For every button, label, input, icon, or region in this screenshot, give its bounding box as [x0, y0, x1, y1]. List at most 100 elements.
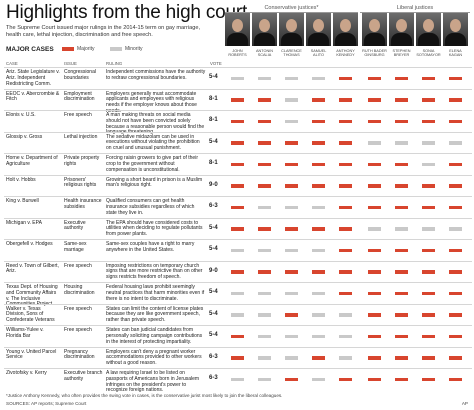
legend-swatch	[62, 47, 74, 51]
vote-mark	[312, 76, 325, 80]
vote-mark	[422, 76, 435, 80]
vote-mark	[449, 119, 462, 123]
case-row: Obergefell v. Hodges Same-sex marriage Sam…	[4, 239, 472, 261]
vote-mark	[339, 227, 352, 231]
vote-mark	[368, 248, 381, 252]
case-row: Young v. United Parcel Service Pregnancy …	[4, 346, 472, 369]
vote-mark	[449, 248, 462, 252]
vote-mark	[258, 205, 271, 209]
vote-mark	[368, 313, 381, 317]
justice-photo	[252, 13, 277, 46]
vote-mark	[231, 162, 244, 166]
case-name: Ariz. State Legislature v. Ariz. Indepen…	[6, 69, 60, 87]
case-issue: Prisoners' religious rights	[64, 176, 97, 189]
case-vote: 6-3	[209, 203, 218, 209]
vote-mark	[449, 76, 462, 80]
photo-robe	[364, 33, 385, 46]
vote-mark	[449, 162, 462, 166]
vote-mark	[231, 291, 244, 295]
vote-mark	[368, 205, 381, 209]
vote-mark	[339, 248, 352, 252]
vote-mark	[231, 98, 244, 102]
vote-mark	[285, 98, 298, 102]
vote-mark	[285, 248, 298, 252]
vote-mark	[449, 377, 462, 381]
vote-mark	[312, 205, 325, 209]
case-vote: 8-1	[209, 160, 218, 166]
photo-robe	[335, 33, 356, 46]
case-row: EEOC v. Abercrombie & Fitch Employment di…	[4, 88, 472, 114]
case-vote: 5-4	[209, 310, 218, 317]
case-ruling: Same-sex couples have a right to marry a…	[106, 241, 195, 253]
case-ruling: Employers can't deny a pregnant worker a…	[106, 348, 202, 367]
vote-mark	[339, 356, 352, 360]
vote-mark	[395, 334, 408, 338]
vote-mark	[285, 119, 298, 123]
case-ruling: The EPA should have considered costs to …	[106, 219, 203, 238]
case-issue: Same-sex marriage	[64, 241, 87, 253]
case-issue: Lethal injection	[64, 133, 98, 140]
photo-head	[396, 19, 407, 32]
vote-mark	[231, 76, 244, 80]
vote-mark	[449, 334, 462, 338]
case-name: Walker v. Texas Division, Sons of Confed…	[6, 305, 55, 324]
case-vote: 5-4	[209, 246, 218, 252]
vote-mark	[368, 291, 381, 295]
case-issue: Executive authority	[64, 219, 86, 232]
case-issue: Health insurance subsidies	[64, 198, 102, 210]
column-header: CASE	[6, 61, 18, 66]
vote-mark	[339, 291, 352, 295]
vote-mark	[395, 313, 408, 317]
photo-robe	[418, 33, 439, 46]
case-ruling: A law requiring Israel to be listed on p…	[106, 370, 200, 394]
vote-mark	[285, 162, 298, 166]
vote-mark	[422, 162, 435, 166]
case-name: Michigan v. EPA	[6, 219, 42, 226]
vote-mark	[312, 291, 325, 295]
justice-name: RUTH BADER GINSBURG	[362, 49, 387, 58]
vote-mark	[422, 205, 435, 209]
case-name: Glossip v. Gross	[6, 133, 43, 140]
case-vote: 9-0	[209, 181, 218, 188]
vote-mark	[368, 184, 381, 188]
vote-mark	[231, 227, 244, 231]
vote-mark	[395, 248, 408, 252]
vote-mark	[312, 248, 325, 252]
case-vote: 8-1	[209, 117, 218, 123]
vote-mark	[368, 119, 381, 123]
case-name: Elonis v. U.S.	[6, 112, 36, 118]
photo-head	[423, 19, 434, 32]
vote-mark	[339, 98, 352, 102]
vote-mark	[449, 205, 462, 209]
justice-photo	[389, 13, 414, 46]
vote-mark	[339, 76, 352, 80]
vote-mark	[368, 76, 381, 80]
case-ruling: Federal housing laws prohibit seemingly …	[106, 284, 205, 302]
case-ruling: States can ban judicial candidates from …	[106, 327, 203, 345]
justice-name: CLARENCE THOMAS	[281, 49, 302, 58]
case-vote: 6-3	[209, 353, 218, 360]
vote-mark	[339, 334, 352, 338]
photo-robe	[445, 33, 466, 46]
case-issue: Congressional boundaries	[64, 69, 96, 81]
vote-mark	[339, 119, 352, 123]
vote-mark	[339, 184, 352, 188]
justice-name: ANTONIN SCALIA	[255, 49, 274, 58]
vote-mark	[395, 162, 408, 166]
vote-mark	[285, 227, 298, 231]
case-vote: 8-1	[209, 95, 218, 102]
case-issue: Free speech	[64, 112, 92, 118]
legend-label: Majority	[77, 45, 95, 52]
justice-name: ANTHONY KENNEDY	[336, 49, 355, 58]
case-row: Michigan v. EPA Executive authority The EP…	[4, 217, 472, 240]
vote-mark	[312, 119, 325, 123]
credit: AP	[461, 401, 468, 406]
vote-mark	[258, 141, 271, 145]
vote-mark	[395, 119, 408, 123]
vote-mark	[368, 270, 381, 274]
case-table: Ariz. State Legislature v. Ariz. Indepen…	[4, 67, 472, 393]
vote-mark	[422, 313, 435, 317]
case-name: Holt v. Hobbs	[6, 176, 36, 183]
vote-mark	[449, 270, 462, 274]
